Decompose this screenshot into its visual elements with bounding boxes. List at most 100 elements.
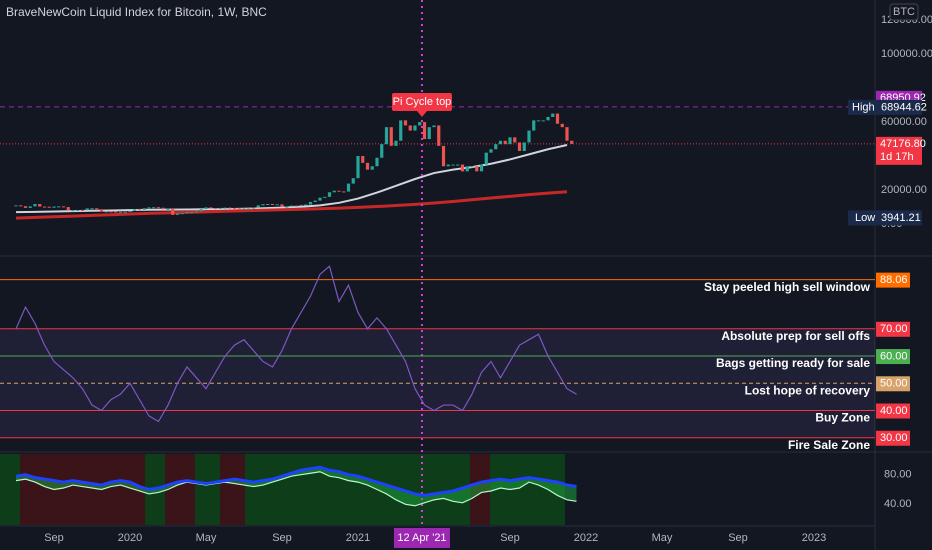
candle bbox=[171, 208, 175, 215]
candle bbox=[223, 207, 227, 209]
candle bbox=[522, 142, 526, 151]
low-marker-bg bbox=[848, 210, 922, 226]
candle bbox=[475, 166, 479, 172]
candle bbox=[47, 206, 51, 208]
candle bbox=[304, 204, 308, 206]
candle bbox=[323, 196, 327, 198]
high-marker-value: 68944.62 bbox=[881, 101, 927, 113]
candle bbox=[114, 211, 118, 213]
candle bbox=[332, 190, 336, 193]
candle bbox=[280, 204, 284, 207]
candle bbox=[42, 206, 47, 208]
candle bbox=[204, 207, 208, 210]
rsi-level-label-bg bbox=[876, 349, 910, 365]
osc-fill bbox=[16, 467, 577, 506]
x-tick-label: 2022 bbox=[574, 532, 598, 544]
date-axis-label: 12 Apr '21 bbox=[397, 532, 446, 544]
candle bbox=[270, 204, 275, 205]
candle bbox=[175, 213, 180, 215]
currency-bg bbox=[889, 3, 919, 21]
candle bbox=[565, 127, 569, 141]
candle bbox=[337, 190, 341, 192]
candle bbox=[23, 206, 28, 208]
candle bbox=[489, 149, 493, 153]
candle bbox=[142, 208, 146, 210]
candle bbox=[118, 211, 123, 213]
candle bbox=[218, 207, 222, 209]
candle bbox=[456, 164, 460, 166]
y-tick-label: 40.00 bbox=[884, 498, 912, 510]
candle bbox=[361, 156, 365, 163]
candle bbox=[389, 127, 393, 146]
x-tick-label: 2023 bbox=[802, 532, 826, 544]
currency: BTC bbox=[893, 6, 915, 18]
x-tick-label: May bbox=[652, 532, 673, 544]
candle bbox=[441, 145, 446, 167]
candle bbox=[399, 120, 403, 141]
last-label: 47176.80 bbox=[880, 138, 926, 150]
osc-zones bbox=[0, 454, 565, 525]
rsi-level-name: Stay peeled high sell window bbox=[704, 280, 871, 294]
candle bbox=[99, 209, 104, 212]
rsi-level-label-bg bbox=[876, 430, 910, 446]
candle bbox=[365, 162, 370, 170]
candle bbox=[536, 120, 541, 122]
candle bbox=[71, 210, 75, 212]
candle bbox=[242, 208, 246, 210]
candle bbox=[532, 120, 536, 131]
candle bbox=[90, 208, 94, 210]
candle bbox=[209, 207, 213, 209]
y-tick-label: 20000.00 bbox=[881, 184, 927, 196]
candle bbox=[104, 211, 108, 213]
chart-title: BraveNewCoin Liquid Index for Bitcoin, 1… bbox=[6, 5, 267, 19]
candle bbox=[180, 213, 184, 215]
candle bbox=[513, 137, 517, 143]
candle bbox=[375, 157, 379, 167]
candle bbox=[294, 205, 298, 207]
rsi-level-label-bg bbox=[876, 403, 910, 419]
candle bbox=[470, 166, 474, 168]
rsi-level-label: 70.00 bbox=[880, 323, 908, 335]
candle bbox=[166, 208, 170, 210]
candle bbox=[356, 156, 360, 179]
pi-cycle-pointer bbox=[416, 111, 427, 117]
rsi-level-label-bg bbox=[876, 321, 910, 337]
candle bbox=[508, 137, 512, 145]
rsi-level-name: Lost hope of recovery bbox=[745, 383, 871, 397]
moving-average bbox=[15, 190, 568, 220]
candle bbox=[261, 204, 265, 206]
candle bbox=[57, 206, 61, 208]
countdown: 1d 17h bbox=[880, 151, 914, 163]
candle bbox=[152, 207, 156, 209]
rsi-level-name: Bags getting ready for sale bbox=[716, 356, 870, 370]
candle bbox=[199, 209, 203, 212]
candle bbox=[408, 125, 412, 131]
candle bbox=[251, 207, 256, 209]
candle bbox=[437, 125, 441, 146]
x-tick-label: 2021 bbox=[346, 532, 370, 544]
candle bbox=[14, 205, 18, 207]
candle bbox=[555, 113, 560, 124]
candle bbox=[546, 116, 550, 121]
candle bbox=[346, 183, 351, 192]
candle bbox=[318, 197, 322, 201]
rsi-level-label: 40.00 bbox=[880, 405, 908, 417]
y-tick-label: 60000.00 bbox=[881, 116, 927, 128]
candle bbox=[128, 210, 132, 212]
osc-line bbox=[15, 465, 577, 497]
candle bbox=[503, 140, 507, 145]
candle bbox=[80, 209, 85, 211]
candle bbox=[137, 209, 142, 211]
candle bbox=[570, 140, 574, 144]
candle bbox=[460, 164, 465, 172]
candle bbox=[418, 122, 422, 126]
candle bbox=[161, 207, 165, 210]
candle bbox=[285, 206, 289, 208]
candle bbox=[541, 120, 545, 122]
candle bbox=[38, 204, 42, 207]
x-tick-label: Sep bbox=[500, 532, 520, 544]
last-label-bg bbox=[876, 136, 922, 165]
candle bbox=[123, 211, 127, 213]
candle bbox=[351, 178, 355, 184]
